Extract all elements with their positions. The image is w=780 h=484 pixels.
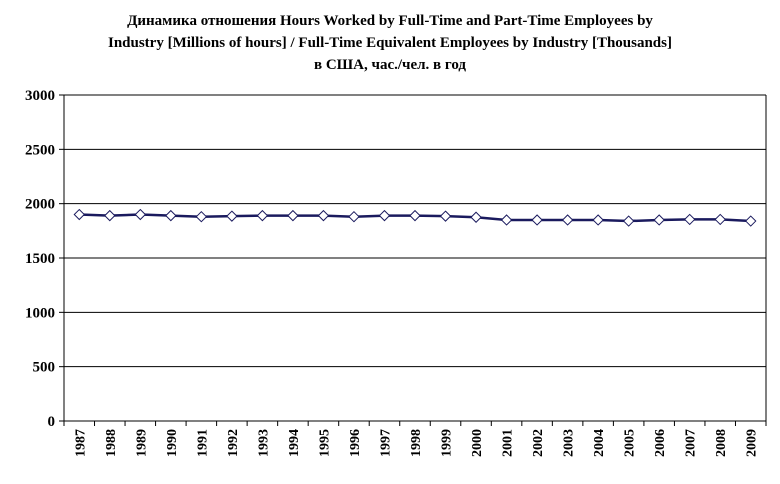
x-tick-label: 1987 <box>73 429 88 457</box>
data-point-marker <box>714 213 726 226</box>
chart-title-line-2: Industry [Millions of hours] / Full-Time… <box>107 35 672 51</box>
x-tick-label: 1990 <box>165 429 180 457</box>
chart-title-line-1: Динамика отношения Hours Worked by Full-… <box>127 13 653 29</box>
x-tick-label: 2003 <box>562 429 577 457</box>
x-tick-label: 1995 <box>317 429 332 457</box>
x-tick-label: 1989 <box>134 429 149 457</box>
x-tick-label: 1988 <box>104 429 119 457</box>
x-tick-label: 2009 <box>745 429 760 457</box>
data-point-marker <box>378 209 391 222</box>
x-tick-label: 2000 <box>470 429 485 457</box>
x-tick-label: 1994 <box>287 429 302 457</box>
x-tick-label: 1996 <box>348 429 363 457</box>
x-tick-label: 2004 <box>592 429 607 457</box>
x-tick-label: 1997 <box>378 429 393 457</box>
x-tick-label: 2006 <box>653 429 668 457</box>
data-point-marker <box>165 209 177 222</box>
chart-title: Динамика отношения Hours Worked by Full-… <box>0 10 780 76</box>
data-point-marker <box>348 210 360 223</box>
data-point-marker <box>470 211 482 223</box>
y-tick-label: 1000 <box>25 305 55 321</box>
x-tick-label: 1998 <box>409 429 424 457</box>
data-point-marker <box>256 209 269 222</box>
x-tick-label: 2002 <box>531 429 546 457</box>
data-point-marker <box>104 209 116 222</box>
data-point-marker <box>439 210 452 222</box>
y-tick-label: 3000 <box>25 88 55 104</box>
x-tick-label: 2001 <box>501 429 516 457</box>
data-point-marker <box>73 208 85 221</box>
y-tick-label: 2000 <box>25 197 55 213</box>
x-tick-label: 1999 <box>440 429 455 457</box>
data-point-marker <box>317 209 330 222</box>
data-point-marker <box>195 210 208 223</box>
x-tick-label: 1992 <box>226 429 241 457</box>
data-point-marker <box>653 214 665 226</box>
y-tick-label: 1500 <box>25 251 55 267</box>
data-point-marker <box>622 215 635 227</box>
data-point-marker <box>134 208 147 221</box>
data-point-marker <box>745 215 757 227</box>
data-point-marker <box>500 214 513 226</box>
x-tick-label: 2005 <box>623 429 638 457</box>
data-point-marker <box>287 209 299 222</box>
x-tick-label: 2007 <box>684 429 699 457</box>
data-point-marker <box>226 210 238 222</box>
y-tick-label: 2500 <box>25 142 55 158</box>
x-tick-label: 1993 <box>256 429 271 457</box>
y-tick-label: 500 <box>33 360 56 376</box>
x-tick-label: 1991 <box>195 429 210 457</box>
data-point-marker <box>683 213 696 226</box>
x-tick-label: 2008 <box>714 429 729 457</box>
data-point-marker <box>531 214 543 226</box>
data-point-marker <box>409 209 421 222</box>
data-point-marker <box>561 214 574 226</box>
data-point-marker <box>592 214 604 226</box>
y-tick-label: 0 <box>48 414 56 430</box>
chart-title-line-3: в США, час./чел. в год <box>314 57 466 73</box>
